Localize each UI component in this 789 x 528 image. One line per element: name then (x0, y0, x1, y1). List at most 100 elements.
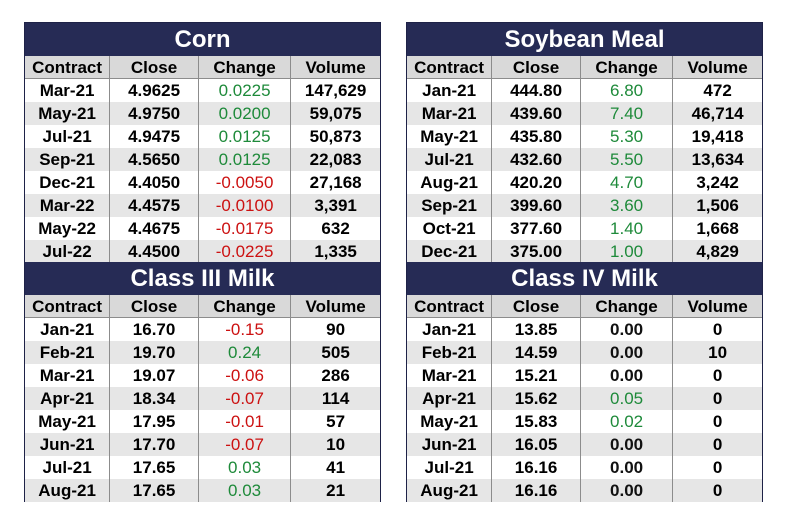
corn-table: Corn Contract Close Change Volume Mar-21 4.9… (24, 22, 381, 263)
contract-cell: Oct-21 (407, 217, 493, 240)
volume-cell: 59,075 (309, 104, 362, 123)
column-header-close: Close (492, 56, 581, 79)
close-cell: 16.70 (110, 318, 199, 341)
table-row: Jan-21 444.80 6.80 472 (407, 79, 762, 102)
table-row: Mar-21 15.21 0.00 0 (407, 364, 762, 387)
table-title: Class IV Milk (407, 262, 762, 295)
contract-cell: May-21 (407, 125, 493, 148)
close-cell: 4.5650 (110, 148, 199, 171)
change-cell: -0.0100 (199, 194, 292, 217)
change-cell: 1.00 (581, 240, 674, 263)
volume-cell: 114 (321, 389, 350, 408)
volume-cell: 4,829 (696, 242, 739, 261)
table-row: May-21 17.95 -0.01 57 (25, 410, 380, 433)
change-cell: -0.15 (199, 318, 292, 341)
close-cell: 15.83 (492, 410, 581, 433)
table-row: Jul-21 17.65 0.03 41 (25, 456, 380, 479)
contract-cell: Aug-21 (407, 479, 493, 502)
volume-cell: 27,168 (309, 173, 362, 192)
table-row: Mar-21 4.9625 0.0225 147,629 (25, 79, 380, 102)
table-row: Sep-21 4.5650 0.0125 22,083 (25, 148, 380, 171)
change-cell: 1.40 (581, 217, 674, 240)
volume-cell: 0 (712, 366, 723, 385)
close-cell: 16.16 (492, 456, 581, 479)
close-cell: 16.16 (492, 479, 581, 502)
contract-cell: Mar-21 (25, 364, 111, 387)
change-cell: 6.80 (581, 79, 674, 102)
table-row: May-21 15.83 0.02 0 (407, 410, 762, 433)
close-cell: 15.62 (492, 387, 581, 410)
close-cell: 4.9475 (110, 125, 199, 148)
close-cell: 432.60 (492, 148, 581, 171)
table-row: Jan-21 13.85 0.00 0 (407, 318, 762, 341)
table-row: Jul-21 16.16 0.00 0 (407, 456, 762, 479)
table-row: Aug-21 17.65 0.03 21 (25, 479, 380, 502)
close-cell: 4.4500 (110, 240, 199, 263)
change-cell: 0.03 (199, 479, 292, 502)
contract-cell: May-21 (25, 102, 111, 125)
table-row: Feb-21 19.70 0.24 505 (25, 341, 380, 364)
change-cell: 0.0125 (199, 148, 292, 171)
table-row: May-21 435.80 5.30 19,418 (407, 125, 762, 148)
volume-cell: 22,083 (309, 150, 362, 169)
close-cell: 4.9625 (110, 79, 199, 102)
volume-cell: 147,629 (304, 81, 367, 100)
table-title: Class III Milk (25, 262, 380, 295)
header-row: Contract Close Change Volume (25, 295, 380, 318)
column-header-volume: Volume (291, 56, 380, 79)
table-row: Jul-22 4.4500 -0.0225 1,335 (25, 240, 380, 263)
table-row: Jun-21 17.70 -0.07 10 (25, 433, 380, 456)
table-row: Oct-21 377.60 1.40 1,668 (407, 217, 762, 240)
volume-cell: 46,714 (691, 104, 744, 123)
column-header-change: Change (198, 295, 292, 318)
close-cell: 17.70 (110, 433, 199, 456)
table-row: Mar-22 4.4575 -0.0100 3,391 (25, 194, 380, 217)
close-cell: 18.34 (110, 387, 199, 410)
contract-cell: Dec-21 (25, 171, 111, 194)
volume-cell: 0 (712, 320, 723, 339)
column-header-contract: Contract (25, 56, 111, 79)
contract-cell: Sep-21 (407, 194, 493, 217)
table-row: Apr-21 18.34 -0.07 114 (25, 387, 380, 410)
contract-cell: Jan-21 (25, 318, 111, 341)
change-cell: -0.07 (199, 387, 292, 410)
close-cell: 444.80 (492, 79, 581, 102)
change-cell: 5.50 (581, 148, 674, 171)
contract-cell: Jun-21 (407, 433, 493, 456)
close-cell: 17.95 (110, 410, 199, 433)
change-cell: -0.06 (199, 364, 292, 387)
change-cell: -0.0175 (199, 217, 292, 240)
table-row: Jan-21 16.70 -0.15 90 (25, 318, 380, 341)
contract-cell: Apr-21 (25, 387, 111, 410)
close-cell: 435.80 (492, 125, 581, 148)
volume-cell: 0 (712, 412, 723, 431)
contract-cell: Mar-22 (25, 194, 111, 217)
volume-cell: 1,335 (314, 242, 357, 261)
volume-cell: 0 (712, 458, 723, 477)
table-row: May-22 4.4675 -0.0175 632 (25, 217, 380, 240)
contract-cell: Jun-21 (25, 433, 111, 456)
table-row: May-21 4.9750 0.0200 59,075 (25, 102, 380, 125)
volume-cell: 57 (326, 412, 346, 431)
change-cell: 0.00 (581, 318, 674, 341)
change-cell: 0.05 (581, 387, 674, 410)
table-title: Soybean Meal (407, 23, 762, 56)
contract-cell: Aug-21 (25, 479, 111, 502)
column-header-volume: Volume (673, 56, 762, 79)
close-cell: 19.07 (110, 364, 199, 387)
table-row: Mar-21 19.07 -0.06 286 (25, 364, 380, 387)
close-cell: 399.60 (492, 194, 581, 217)
table-row: Jun-21 16.05 0.00 0 (407, 433, 762, 456)
contract-cell: May-21 (25, 410, 111, 433)
volume-cell: 10 (708, 343, 728, 362)
close-cell: 17.65 (110, 456, 199, 479)
volume-cell: 632 (321, 219, 350, 238)
table-row: Aug-21 420.20 4.70 3,242 (407, 171, 762, 194)
table-row: Jul-21 4.9475 0.0125 50,873 (25, 125, 380, 148)
contract-cell: Sep-21 (25, 148, 111, 171)
contract-cell: Jan-21 (407, 318, 493, 341)
table-row: Mar-21 439.60 7.40 46,714 (407, 102, 762, 125)
change-cell: -0.07 (199, 433, 292, 456)
column-header-close: Close (110, 56, 199, 79)
change-cell: 0.24 (199, 341, 292, 364)
